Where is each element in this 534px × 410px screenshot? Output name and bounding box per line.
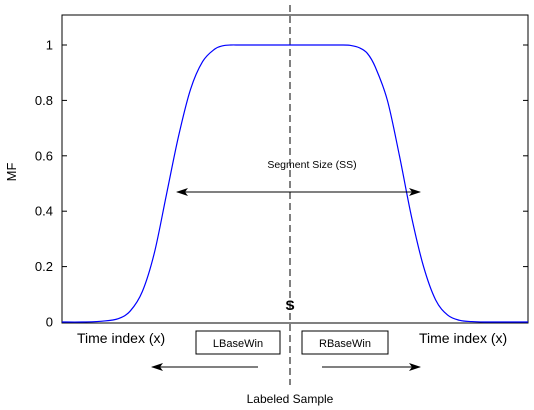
time-index-left-label: Time index (x): [77, 330, 165, 346]
y-tick-label: 0.6: [35, 148, 53, 163]
time-index-right-label: Time index (x): [419, 330, 507, 346]
y-tick-label: 0.2: [35, 259, 53, 274]
y-tick-label: 0: [46, 315, 53, 330]
plot-frame: [61, 14, 529, 324]
rbasewin-box: [301, 330, 389, 355]
y-tick-label: 0.4: [35, 204, 53, 219]
y-tick-label: 0.8: [35, 93, 53, 108]
y-tick-label: 1: [46, 38, 53, 53]
y-axis-label: MF: [4, 163, 19, 182]
segment-size-label: Segment Size (SS): [267, 159, 356, 171]
rbasewin-label: RBaseWin: [319, 338, 371, 350]
mf-curve-series: [61, 44, 528, 323]
lbasewin-label: LBaseWin: [213, 338, 263, 350]
labeled-sample-label: Labeled Sample: [247, 392, 334, 406]
lbasewin-box: [195, 330, 281, 355]
y-axis-ticks: 0 0.2 0.4 0.6 0.8 1: [35, 38, 528, 330]
center-marker-label: S: [285, 297, 294, 313]
